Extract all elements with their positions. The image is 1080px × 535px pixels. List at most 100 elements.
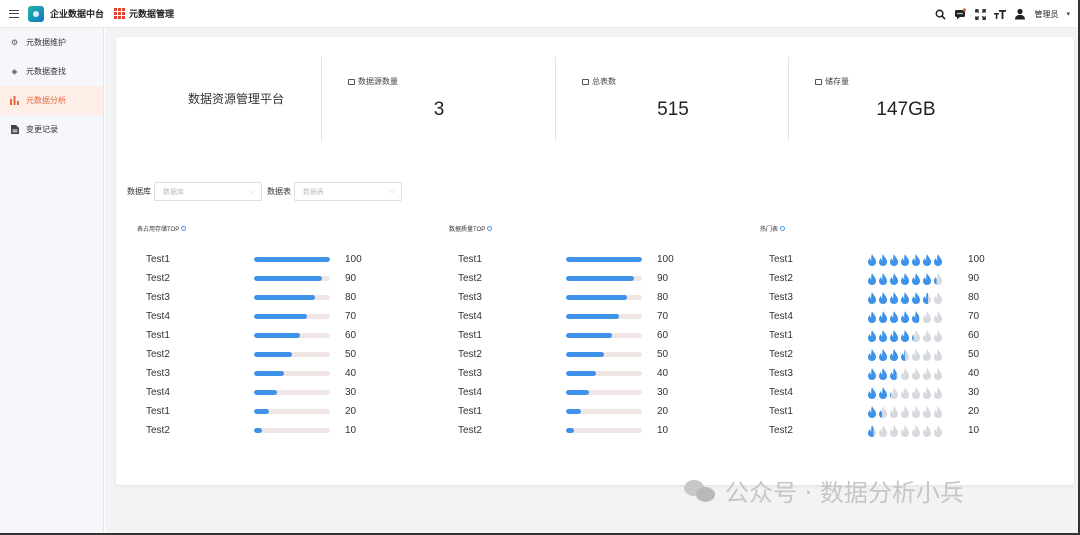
progress-fill	[254, 295, 315, 300]
row-value: 20	[968, 406, 980, 417]
heat-rating	[867, 291, 943, 304]
info-icon[interactable]	[780, 226, 786, 231]
database-icon	[348, 78, 355, 85]
stats-row: 数据资源管理平台 数据源数量 3 总表数 515 储存量 147GB	[116, 57, 1074, 145]
panel-title: 热门表	[760, 227, 779, 233]
sidebar-item-changelog[interactable]: 变更记录	[0, 115, 103, 144]
flame-icon	[901, 367, 909, 380]
user-name[interactable]: 管理员	[1034, 9, 1059, 19]
platform-name: 数据资源管理平台	[187, 92, 284, 106]
row-value: 60	[345, 330, 357, 341]
sidebar-item-label: 元数据分析	[26, 96, 66, 105]
progress-fill	[566, 371, 597, 376]
row-name: Test4	[458, 311, 482, 322]
font-size-icon[interactable]	[994, 8, 1007, 20]
progress-fill	[254, 257, 330, 262]
flame-icon	[912, 424, 920, 437]
flame-icon	[923, 253, 931, 266]
fullscreen-icon[interactable]	[974, 8, 986, 20]
flame-icon	[912, 348, 920, 361]
progress-fill	[566, 333, 612, 338]
list-item: Test2 90	[127, 269, 407, 288]
stat-value: 3	[433, 99, 445, 120]
row-value: 20	[345, 406, 357, 417]
info-icon[interactable]	[487, 226, 493, 231]
flame-icon	[890, 348, 898, 361]
flame-icon	[890, 405, 898, 418]
flame-icon	[868, 386, 876, 399]
search-icon[interactable]	[934, 8, 946, 20]
progress-bar	[566, 371, 642, 376]
flame-icon	[901, 272, 909, 285]
chevron-down-icon: ⌵	[249, 187, 255, 195]
list-item: Test1 60	[439, 326, 719, 345]
progress-bar	[566, 352, 642, 357]
module-title[interactable]: 元数据管理	[129, 9, 175, 19]
flame-icon	[890, 291, 898, 304]
progress-bar	[254, 428, 330, 433]
progress-fill	[254, 352, 292, 357]
list-item: Test3 40	[439, 364, 719, 383]
sidebar-item-maintenance[interactable]: ⚙ 元数据维护	[0, 28, 103, 57]
heat-rating	[867, 367, 943, 380]
flame-icon	[912, 386, 920, 399]
user-icon[interactable]	[1014, 8, 1026, 20]
row-value: 90	[345, 273, 357, 284]
list-item: Test2 90	[750, 269, 1030, 288]
row-value: 90	[968, 273, 980, 284]
flame-icon	[923, 405, 931, 418]
row-value: 40	[657, 368, 669, 379]
flame-icon	[923, 310, 931, 323]
chevron-down-icon[interactable]: ▾	[1066, 11, 1070, 18]
row-name: Test3	[769, 368, 793, 379]
row-value: 90	[657, 273, 669, 284]
flame-icon	[923, 386, 931, 399]
progress-bar	[566, 295, 642, 300]
progress-bar	[566, 333, 642, 338]
row-value: 70	[657, 311, 669, 322]
flame-icon	[890, 329, 898, 342]
table-select[interactable]: 数据表 ⌵	[294, 182, 402, 201]
list-item: Test3 80	[750, 288, 1030, 307]
row-name: Test1	[146, 406, 170, 417]
menu-toggle-button[interactable]	[0, 0, 28, 28]
flame-icon	[923, 272, 931, 285]
list-item: Test4 30	[439, 383, 719, 402]
row-name: Test4	[458, 387, 482, 398]
flame-icon	[868, 291, 876, 304]
progress-bar	[254, 295, 330, 300]
row-value: 60	[968, 330, 980, 341]
stat-storage: 储存量 147GB	[788, 57, 1022, 141]
flame-icon	[890, 424, 898, 437]
row-value: 80	[657, 292, 669, 303]
list-item: Test2 10	[439, 421, 719, 440]
progress-bar	[254, 352, 330, 357]
info-icon[interactable]	[181, 226, 187, 231]
flame-icon	[890, 272, 898, 285]
row-name: Test4	[769, 387, 793, 398]
flame-icon	[901, 310, 909, 323]
sidebar-item-search[interactable]: ◈ 元数据查找	[0, 57, 103, 86]
row-value: 10	[345, 425, 357, 436]
flame-icon	[912, 291, 920, 304]
flame-icon	[868, 424, 876, 437]
row-name: Test3	[146, 368, 170, 379]
database-select[interactable]: 数据库 ⌵	[154, 182, 262, 201]
row-value: 60	[657, 330, 669, 341]
stat-table-count: 总表数 515	[555, 57, 789, 141]
sidebar-item-analysis[interactable]: 元数据分析	[0, 86, 103, 115]
list-item: Test1 60	[750, 326, 1030, 345]
flame-icon	[912, 329, 920, 342]
row-value: 100	[345, 254, 362, 265]
row-name: Test2	[458, 425, 482, 436]
panel-title: 表占用存储TOP	[137, 227, 180, 233]
row-name: Test1	[769, 330, 793, 341]
row-name: Test4	[146, 387, 170, 398]
progress-fill	[254, 428, 262, 433]
row-name: Test1	[146, 330, 170, 341]
table-icon	[582, 78, 589, 85]
list-item: Test3 80	[127, 288, 407, 307]
progress-bar	[254, 390, 330, 395]
message-icon[interactable]	[954, 8, 967, 20]
flame-icon	[934, 253, 942, 266]
